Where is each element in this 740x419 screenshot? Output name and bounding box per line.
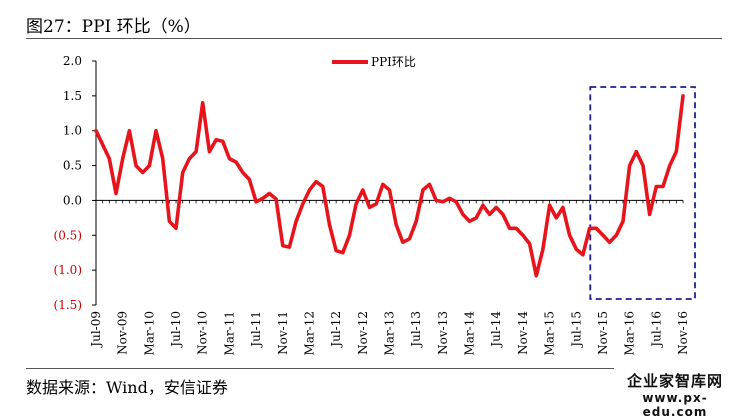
ppi-series-line — [94, 94, 685, 278]
x-tick-label: Mar-15 — [543, 311, 557, 356]
x-tick-label: Mar-10 — [142, 311, 156, 356]
x-tick-label: Jul-10 — [169, 311, 183, 349]
x-tick-label: Mar-14 — [463, 311, 477, 356]
x-tick-label: Mar-12 — [302, 311, 316, 356]
x-tick-label: Nov-10 — [196, 311, 210, 355]
legend-label: PPI环比 — [371, 55, 416, 69]
figure-title: 图27：PPI 环比（%） — [26, 17, 201, 37]
y-tick-label: 1.5 — [63, 89, 82, 103]
highlight-rect — [589, 86, 696, 300]
x-tick-label: Mar-13 — [383, 311, 397, 356]
x-tick-label: Jul-09 — [89, 311, 103, 349]
x-tick-label: Jul-13 — [409, 311, 423, 349]
top-divider — [26, 38, 722, 39]
ppi-line-chart: 2.0 1.5 1.0 0.5 0.0 (0.5) (1.0) (1.5) Jul-09 Nov… — [54, 54, 696, 356]
data-source: 数据来源：Wind，安信证券 — [26, 378, 228, 397]
y-tick-label: 0.5 — [63, 159, 82, 173]
y-tick-label: (1.5) — [54, 298, 82, 312]
y-axis: 2.0 1.5 1.0 0.5 0.0 (0.5) (1.0) (1.5) — [54, 54, 97, 312]
bottom-divider — [26, 368, 722, 369]
x-tick-label: Jul-15 — [569, 311, 583, 349]
watermark-logo: 企业家智库网 www.px-edu.com — [614, 368, 736, 419]
y-tick-label: 1.0 — [63, 124, 82, 138]
x-tick-label: Mar-16 — [623, 311, 637, 356]
x-tick-label: Nov-16 — [676, 311, 690, 355]
watermark-name: 企业家智库网 — [626, 372, 723, 390]
x-tick-label: Jul-12 — [329, 311, 343, 349]
highlight-box — [589, 86, 696, 300]
x-tick-label: Mar-11 — [222, 311, 236, 356]
y-tick-label: 0.0 — [63, 193, 82, 207]
y-tick-label: (0.5) — [54, 228, 82, 242]
x-axis: Jul-09 Nov-09 Mar-10 Jul-10 Nov-10 Mar-11 Jul-… — [89, 199, 690, 356]
watermark-url: www.px-edu.com — [642, 391, 708, 419]
x-tick-label: Nov-11 — [276, 311, 290, 355]
y-tick-label: 2.0 — [63, 54, 82, 68]
y-tick-label: (1.0) — [54, 263, 82, 277]
x-tick-label: Jul-11 — [249, 311, 263, 349]
legend: PPI环比 — [332, 55, 416, 69]
x-tick-label: Nov-09 — [116, 311, 130, 355]
x-tick-label: Nov-14 — [516, 311, 530, 355]
x-tick-label: Nov-13 — [436, 311, 450, 355]
x-tick-label: Nov-12 — [356, 311, 370, 355]
x-tick-label: Jul-16 — [649, 311, 663, 349]
series-group — [94, 94, 685, 278]
x-tick-label: Nov-15 — [596, 311, 610, 355]
x-tick-label: Jul-14 — [489, 311, 503, 349]
